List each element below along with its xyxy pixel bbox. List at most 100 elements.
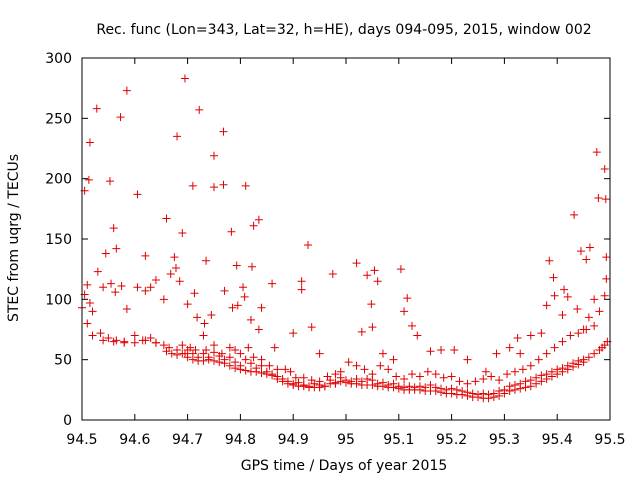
data-point (392, 372, 401, 381)
data-point (573, 304, 582, 313)
data-point (96, 329, 105, 338)
x-tick-label: 94.5 (66, 432, 97, 448)
data-point (352, 259, 361, 268)
data-point (286, 367, 295, 376)
data-point (294, 378, 303, 387)
data-point (92, 104, 101, 113)
data-point (254, 215, 263, 224)
data-point (357, 377, 366, 386)
data-point (455, 377, 464, 386)
data-point (162, 214, 171, 223)
data-point (373, 277, 382, 286)
data-point (83, 280, 92, 289)
data-point (394, 382, 403, 391)
data-point (241, 366, 250, 375)
data-point (503, 370, 512, 379)
data-point (400, 307, 409, 316)
data-point (510, 381, 519, 390)
data-point (463, 388, 472, 397)
data-point (207, 311, 216, 320)
data-point (193, 313, 202, 322)
data-point (210, 183, 218, 192)
data-point (396, 265, 405, 274)
data-point (601, 195, 610, 204)
data-point (526, 361, 535, 370)
data-point (408, 321, 416, 330)
data-point (585, 243, 594, 252)
data-point (303, 241, 312, 250)
data-point (579, 355, 588, 364)
data-point (116, 113, 125, 122)
y-tick-label: 250 (45, 111, 72, 127)
data-point (560, 285, 569, 294)
data-point (307, 323, 316, 332)
data-point (378, 349, 387, 358)
data-point (101, 249, 110, 258)
data-point (553, 365, 562, 374)
data-point (505, 343, 514, 352)
data-point (342, 376, 350, 385)
data-point (88, 331, 97, 340)
data-point (602, 274, 611, 283)
data-point (373, 379, 382, 388)
data-point (510, 367, 519, 376)
data-point (194, 353, 203, 362)
data-point (415, 382, 424, 391)
data-point (210, 348, 218, 357)
data-point (202, 256, 211, 265)
data-point (291, 373, 300, 382)
data-point (582, 325, 591, 334)
data-point (200, 319, 209, 328)
data-point (594, 193, 603, 202)
data-point (239, 283, 248, 292)
data-point (183, 353, 192, 362)
data-point (93, 267, 102, 276)
x-tick-label: 95 (337, 432, 355, 448)
data-point (249, 221, 258, 230)
data-point (450, 346, 459, 355)
data-point (463, 355, 472, 364)
data-point (505, 382, 514, 391)
data-point (389, 379, 398, 388)
data-point (415, 372, 424, 381)
data-point (492, 349, 501, 358)
data-point (188, 349, 197, 358)
data-point (236, 349, 245, 358)
data-point (278, 374, 287, 383)
data-point (521, 377, 530, 386)
data-point (484, 390, 493, 399)
data-point (84, 175, 93, 184)
data-point (592, 148, 601, 157)
data-point (489, 389, 498, 398)
data-point (99, 336, 108, 345)
data-point (225, 353, 234, 362)
data-point (474, 390, 482, 399)
data-point (183, 300, 192, 309)
data-point (458, 387, 467, 396)
data-point (273, 372, 282, 381)
data-point (173, 132, 182, 141)
data-point (423, 367, 432, 376)
data-point (344, 358, 353, 367)
data-point (104, 333, 113, 342)
data-point (310, 379, 319, 388)
data-point (305, 382, 314, 391)
data-point (227, 227, 236, 236)
data-point (190, 289, 199, 298)
data-point (584, 353, 593, 362)
data-point (563, 292, 572, 301)
data-point (400, 374, 409, 383)
data-point (582, 255, 591, 264)
data-point (231, 358, 240, 367)
data-point (421, 383, 430, 392)
data-point (600, 341, 609, 350)
data-point (389, 355, 398, 364)
data-point (537, 329, 546, 338)
data-point (252, 364, 261, 373)
data-point (479, 374, 488, 383)
data-point (178, 228, 187, 237)
data-point (370, 266, 379, 275)
y-axis-label: STEC from uqrg / TECUs (6, 154, 22, 322)
data-point (246, 359, 255, 368)
data-point (246, 315, 255, 324)
